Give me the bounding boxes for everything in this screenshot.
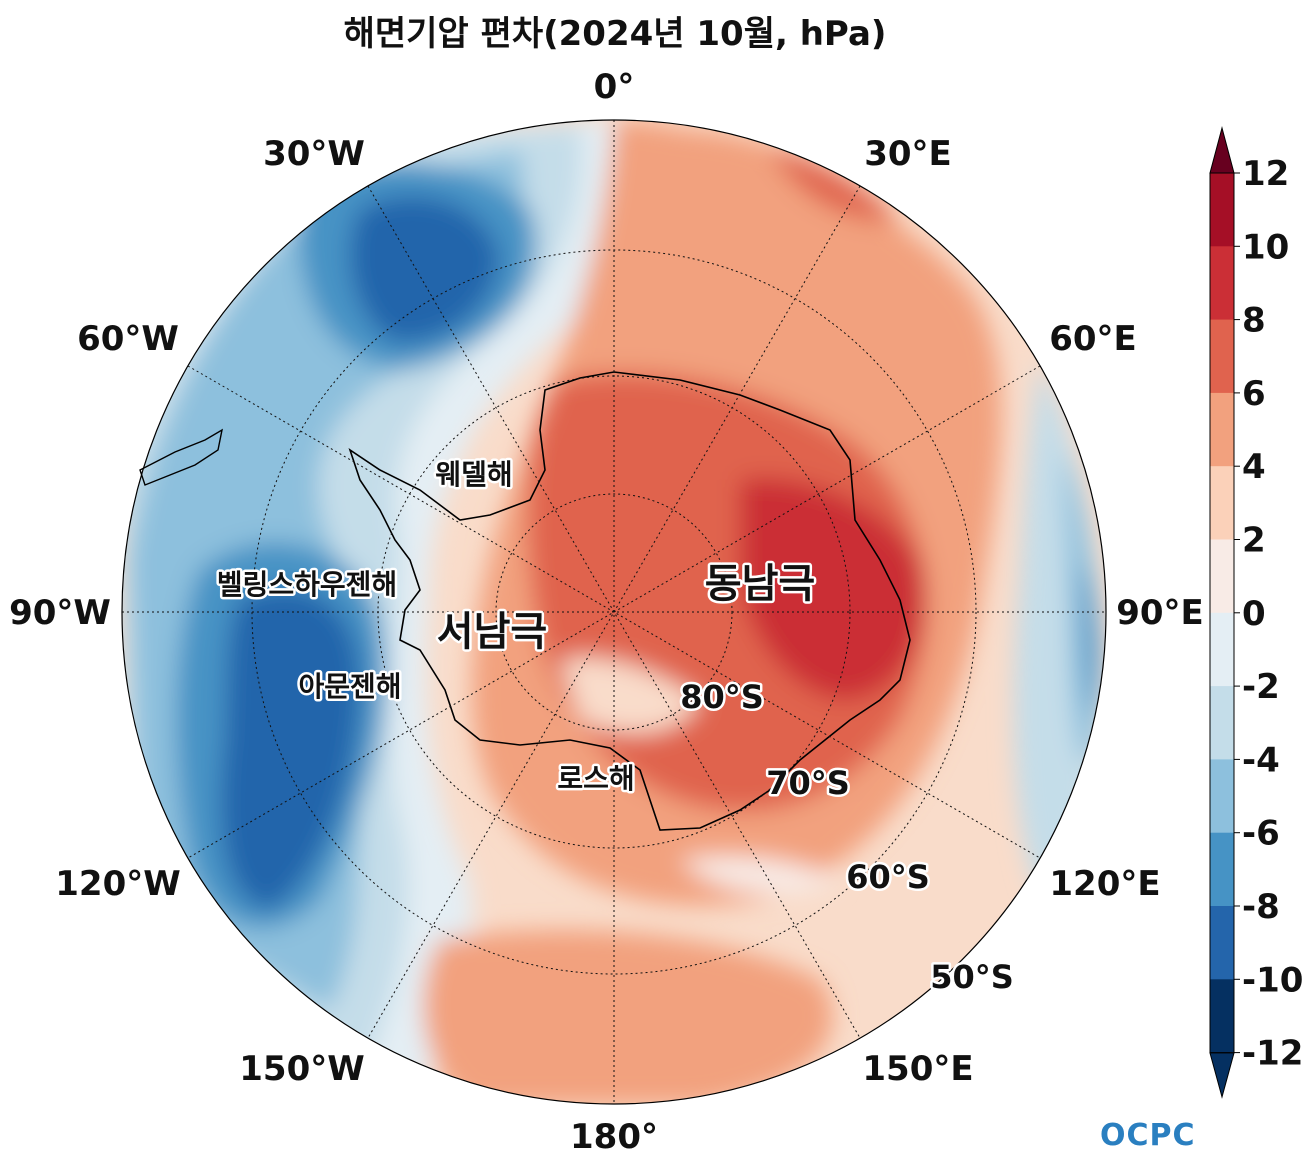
lon-label-150e: 150°E <box>862 1049 973 1089</box>
colorbar-swatch <box>1210 686 1234 760</box>
label-weddell-sea: 웨델해 <box>435 458 512 491</box>
colorbar-tick-label: 6 <box>1242 374 1266 414</box>
colorbar-swatch <box>1210 392 1234 467</box>
lon-label-120w: 120°W <box>55 864 180 904</box>
colorbar-tick-label: -10 <box>1242 960 1303 1000</box>
colorbar-tick-label: 10 <box>1242 227 1289 267</box>
map-title: 해면기압 편차(2024년 10월, hPa) <box>343 14 887 54</box>
colorbar-swatch <box>1210 906 1234 980</box>
lat-label-80s: 80°S <box>680 678 764 716</box>
colorbar-tick-label: -12 <box>1242 1034 1303 1074</box>
lon-label-90w: 90°W <box>9 593 111 633</box>
colorbar-swatch <box>1210 173 1234 247</box>
colorbar-swatch <box>1210 466 1234 540</box>
label-east-antarctica: 동남극 <box>705 561 815 607</box>
lon-label-60w: 60°W <box>77 319 179 359</box>
colorbar-swatch <box>1210 319 1234 394</box>
colorbar: 12 10 8 6 4 2 0 -2 -4 -6 -8 -10 -12 <box>1209 126 1303 1099</box>
ocpc-logo: OCPC <box>1100 1118 1196 1153</box>
antarctica-coastline <box>348 371 911 831</box>
label-ross-sea: 로스해 <box>557 762 634 795</box>
colorbar-swatch <box>1210 759 1234 834</box>
lat-label-60s: 60°S <box>846 858 930 896</box>
lat-label-70s: 70°S <box>766 764 850 802</box>
lon-label-90e: 90°E <box>1116 593 1204 633</box>
south-america-tip <box>139 428 223 486</box>
label-west-antarctica: 서남극 <box>437 609 547 655</box>
lon-label-30e: 30°E <box>864 134 952 174</box>
colorbar-tick-label: 12 <box>1242 154 1289 194</box>
graticule <box>122 120 1106 1104</box>
colorbar-tick-label: -4 <box>1242 740 1280 780</box>
lon-label-30w: 30°W <box>263 134 365 174</box>
colorbar-tick-label: 8 <box>1242 301 1266 341</box>
colorbar-tick-label: -6 <box>1242 814 1280 854</box>
label-bellingshausen-sea: 벨링스하우젠해 <box>217 568 397 601</box>
colorbar-swatch <box>1210 612 1234 687</box>
colorbar-tick-label: 4 <box>1242 447 1266 487</box>
colorbar-bottom-arrow <box>1209 1052 1235 1099</box>
map-boundary <box>121 119 1107 1105</box>
region-labels: 서남극 동남극 웨델해 벨링스하우젠해 아문젠해 로스해 <box>214 456 817 798</box>
lat-label-50s: 50°S <box>930 958 1014 996</box>
colorbar-swatch <box>1210 246 1234 321</box>
lon-label-180: 180° <box>570 1117 658 1157</box>
lon-label-120e: 120°E <box>1049 864 1160 904</box>
colorbar-top-arrow <box>1209 126 1235 174</box>
latitude-labels: 80°S 70°S 60°S 50°S <box>678 676 1017 999</box>
lon-label-0: 0° <box>594 67 635 107</box>
colorbar-tick-label: 2 <box>1242 521 1266 561</box>
colorbar-swatch <box>1210 539 1234 614</box>
colorbar-swatch <box>1210 832 1234 907</box>
lon-label-150w: 150°W <box>239 1049 364 1089</box>
colorbar-tick-label: 0 <box>1242 594 1266 634</box>
label-amundsen-sea: 아문젠해 <box>298 670 401 703</box>
colorbar-tick-label: -2 <box>1242 667 1280 707</box>
lon-label-60e: 60°E <box>1049 319 1137 359</box>
longitude-labels: 0° 30°E 60°E 90°E 120°E 150°E 180° 150°W… <box>9 67 1204 1157</box>
colorbar-tick-label: -8 <box>1242 887 1280 927</box>
colorbar-swatch <box>1210 979 1234 1054</box>
